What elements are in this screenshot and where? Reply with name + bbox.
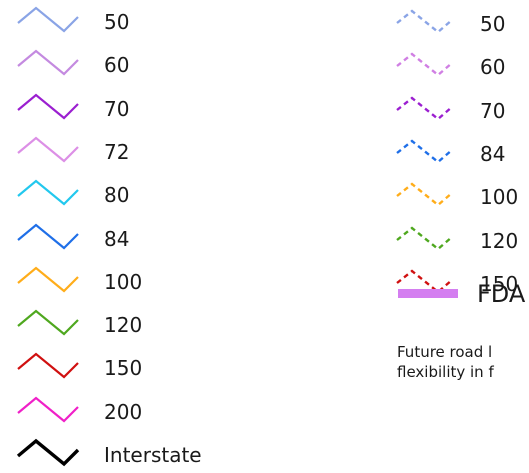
dashed-legend-item-50: 50 <box>394 2 529 42</box>
solid-legend-line-swatch-icon <box>16 348 82 380</box>
solid-legend-label: 100 <box>104 270 142 294</box>
dashed-legend-label: 50 <box>480 12 505 36</box>
dashed-legend-label: 60 <box>480 55 505 79</box>
solid-legend-item-80: 80 <box>16 173 176 213</box>
fda-color-swatch <box>398 289 458 298</box>
solid-legend-item-100: 100 <box>16 260 176 300</box>
solid-legend-label: 72 <box>104 140 129 164</box>
solid-legend-line-swatch-icon <box>16 435 82 467</box>
solid-legend-line-swatch-icon <box>16 45 82 77</box>
solid-legend-line-swatch-icon <box>16 392 82 424</box>
solid-legend-label: 70 <box>104 97 129 121</box>
solid-legend-label: 150 <box>104 356 142 380</box>
solid-legend-line-swatch-icon <box>16 89 82 121</box>
solid-legend-label: Interstate <box>104 443 202 467</box>
dashed-legend-label: 70 <box>480 99 505 123</box>
solid-legend-line-swatch-icon <box>16 175 82 207</box>
dashed-legend-label: 100 <box>480 185 518 209</box>
dashed-legend-line-swatch-icon <box>394 91 458 123</box>
solid-legend-item-150: 150 <box>16 346 176 386</box>
dashed-legend-line-swatch-icon <box>394 4 458 36</box>
solid-legend-label: 50 <box>104 10 129 34</box>
dashed-legend-line-swatch-icon <box>394 177 458 209</box>
future-note-line-2: flexibility in f <box>397 362 494 382</box>
solid-legend-line-swatch-icon <box>16 305 82 337</box>
solid-legend-line-swatch-icon <box>16 132 82 164</box>
dashed-legend-line-swatch-icon <box>394 134 458 166</box>
dashed-legend-line-swatch-icon <box>394 221 458 253</box>
solid-legend-item-200: 200 <box>16 390 176 430</box>
solid-line-legend: 50 60 70 72 80 84 100 120 150 200 Interstate <box>16 0 266 468</box>
solid-legend-line-swatch-icon <box>16 2 82 34</box>
dashed-legend-item-60: 60 <box>394 45 529 85</box>
dashed-line-legend: 50 60 70 84 100 120 150 <box>394 0 529 468</box>
dashed-legend-item-84: 84 <box>394 132 529 172</box>
solid-legend-item-interstate: Interstate <box>16 433 176 473</box>
solid-legend-label: 120 <box>104 313 142 337</box>
solid-legend-item-72: 72 <box>16 130 176 170</box>
solid-legend-item-50: 50 <box>16 0 176 40</box>
dashed-legend-line-swatch-icon <box>394 47 458 79</box>
dashed-legend-label: 84 <box>480 142 505 166</box>
solid-legend-item-70: 70 <box>16 87 176 127</box>
solid-legend-item-84: 84 <box>16 217 176 257</box>
dashed-legend-item-100: 100 <box>394 175 529 215</box>
solid-legend-item-60: 60 <box>16 43 176 83</box>
dashed-legend-item-70: 70 <box>394 89 529 129</box>
solid-legend-label: 80 <box>104 183 129 207</box>
solid-legend-label: 200 <box>104 400 142 424</box>
solid-legend-line-swatch-icon <box>16 262 82 294</box>
solid-legend-item-120: 120 <box>16 303 176 343</box>
future-note-line-1: Future road l <box>397 342 494 362</box>
solid-legend-label: 60 <box>104 53 129 77</box>
solid-legend-label: 84 <box>104 227 129 251</box>
solid-legend-line-swatch-icon <box>16 219 82 251</box>
dashed-legend-item-120: 120 <box>394 219 529 259</box>
fda-label: FDA <box>477 280 525 308</box>
dashed-legend-label: 120 <box>480 229 518 253</box>
future-road-note: Future road l flexibility in f <box>397 342 494 382</box>
